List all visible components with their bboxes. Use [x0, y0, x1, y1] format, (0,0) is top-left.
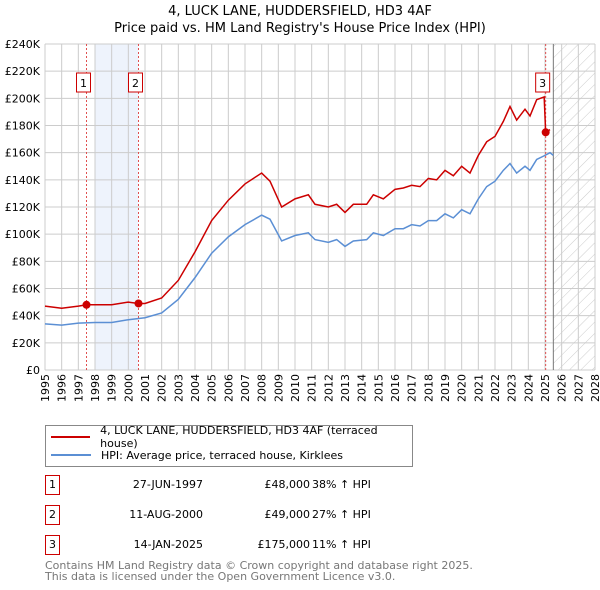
sale-badge-label: 1 — [80, 77, 87, 90]
chart-subtitle: Price paid vs. HM Land Registry's House … — [114, 21, 486, 36]
x-tick-label: 2019 — [439, 374, 452, 402]
x-tick-label: 2010 — [289, 374, 302, 402]
x-tick-label: 2007 — [239, 374, 252, 402]
sale-row: 1 27-JUN-1997 £48,000 38% ↑ HPI — [45, 475, 465, 495]
x-tick-label: 2021 — [472, 374, 485, 402]
y-tick-label: £160K — [5, 147, 41, 160]
sale-row-badge: 2 — [45, 505, 60, 525]
x-tick-label: 2005 — [206, 374, 219, 402]
sale-row: 2 11-AUG-2000 £49,000 27% ↑ HPI — [45, 505, 465, 525]
sale-date: 11-AUG-2000 — [129, 508, 203, 521]
x-tick-label: 2025 — [539, 374, 552, 402]
x-tick-label: 1995 — [39, 374, 52, 402]
y-tick-label: £200K — [5, 92, 41, 105]
sale-badge-label: 3 — [539, 77, 546, 90]
x-tick-label: 2027 — [572, 374, 585, 402]
y-tick-label: £60K — [12, 283, 41, 296]
y-tick-label: £0 — [26, 364, 40, 377]
x-tick-label: 2006 — [222, 374, 235, 402]
x-tick-label: 2026 — [556, 374, 569, 402]
x-tick-label: 2004 — [189, 374, 202, 402]
sale-date: 27-JUN-1997 — [132, 478, 203, 491]
y-tick-label: £80K — [12, 255, 41, 268]
sale-badge-label: 2 — [132, 77, 139, 90]
chart-title: 4, LUCK LANE, HUDDERSFIELD, HD3 4AF — [168, 4, 432, 19]
sale-marker — [82, 300, 91, 309]
x-tick-label: 2011 — [306, 374, 319, 402]
x-tick-label: 2017 — [406, 374, 419, 402]
sale-marker — [134, 299, 143, 308]
x-tick-label: 2016 — [389, 374, 402, 402]
plot-area: 1995 1996 1997 1998 1999 2000 2001 2002 2003 2004… — [5, 38, 600, 402]
x-tick-label: 2023 — [506, 374, 519, 402]
x-tick-label: 2013 — [339, 374, 352, 402]
y-tick-label: £100K — [5, 228, 41, 241]
sale-badge — [76, 72, 91, 93]
legend: 4, LUCK LANE, HUDDERSFIELD, HD3 4AF (ter… — [45, 424, 413, 467]
y-tick-label: £20K — [12, 337, 41, 350]
x-tick-label: 2028 — [589, 374, 600, 402]
x-tick-label: 2008 — [256, 374, 269, 402]
sale-row-badge: 1 — [45, 475, 60, 495]
x-tick-label: 2020 — [456, 374, 469, 402]
x-tick-label: 1999 — [106, 374, 119, 402]
y-tick-label: £240K — [5, 38, 41, 51]
series-line — [44, 151, 554, 326]
legend-label-hpi: HPI: Average price, terraced house, Kirk… — [101, 448, 344, 462]
sale-row: 3 14-JAN-2025 £175,000 11% ↑ HPI — [45, 535, 465, 555]
x-tick-label: 2009 — [272, 374, 285, 402]
sale-marker — [541, 128, 550, 137]
x-tick-label: 2003 — [172, 374, 185, 402]
sale-price: £49,000 — [264, 508, 311, 521]
series-line — [44, 95, 551, 309]
x-tick-label: 1998 — [89, 374, 102, 402]
sale-badge — [535, 72, 551, 93]
sale-badge — [128, 72, 143, 93]
x-tick-label: 2001 — [139, 374, 152, 402]
sale-price: £175,000 — [257, 538, 311, 551]
y-tick-label: £220K — [5, 65, 41, 78]
sale-row-badge: 3 — [45, 535, 60, 555]
y-tick-label: £120K — [5, 201, 41, 214]
footer-line-2: This data is licensed under the Open Gov… — [45, 570, 396, 583]
sale-hpi-diff: 27% ↑ HPI — [312, 508, 371, 521]
x-tick-label: 2002 — [156, 374, 169, 402]
y-tick-label: £40K — [12, 310, 41, 323]
x-tick-label: 2014 — [356, 374, 369, 402]
x-tick-label: 2024 — [522, 374, 535, 402]
x-tick-label: 1996 — [56, 374, 69, 402]
sale-price: £48,000 — [264, 478, 311, 491]
footer: Contains HM Land Registry data © Crown c… — [45, 560, 473, 582]
legend-red-line — [51, 436, 91, 438]
legend-blue-line — [51, 454, 91, 456]
legend-label-property: 4, LUCK LANE, HUDDERSFIELD, HD3 4AF (ter… — [100, 424, 378, 450]
x-tick-label: 2022 — [489, 374, 502, 402]
x-tick-label: 2018 — [422, 374, 435, 402]
footer-line-1: Contains HM Land Registry data © Crown c… — [45, 559, 473, 572]
x-tick-label: 2015 — [372, 374, 385, 402]
x-tick-label: 2012 — [322, 374, 335, 402]
x-tick-label: 2000 — [122, 374, 135, 402]
sale-hpi-diff: 38% ↑ HPI — [312, 478, 371, 491]
sale-date: 14-JAN-2025 — [133, 538, 203, 551]
sale-hpi-diff: 11% ↑ HPI — [312, 538, 371, 551]
x-tick-label: 1997 — [72, 374, 85, 402]
y-tick-label: £180K — [5, 120, 41, 133]
y-tick-label: £140K — [5, 174, 41, 187]
